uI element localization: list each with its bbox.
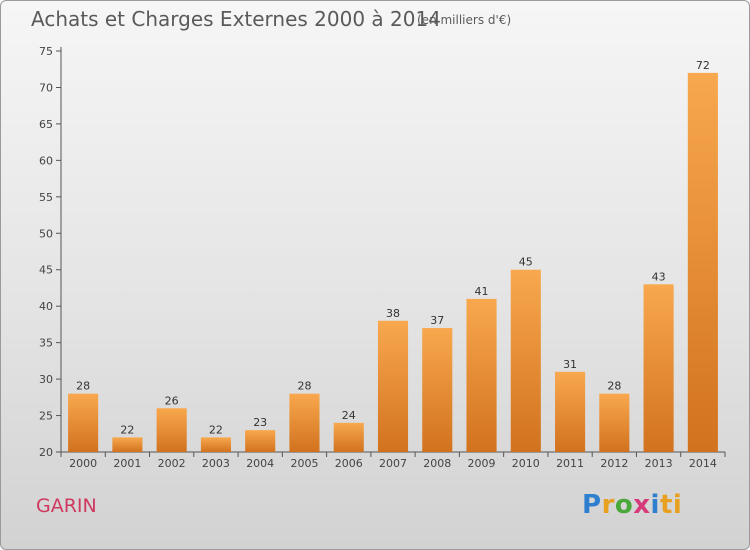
y-tick-label: 50 [39, 227, 53, 240]
logo-letter: x [633, 490, 651, 520]
bar-2004 [245, 430, 276, 452]
value-label-2006: 24 [342, 409, 356, 422]
bar-2007 [377, 320, 409, 452]
bar-2009 [466, 298, 497, 452]
commune-name: GARIN [36, 495, 97, 517]
bar-2011 [555, 371, 586, 452]
x-tick-label: 2004 [246, 457, 274, 470]
value-label-2000: 28 [76, 380, 90, 393]
value-label-2007: 38 [386, 307, 400, 320]
bar-2012 [599, 393, 630, 452]
bar-2000 [68, 393, 99, 452]
proxiti-logo: Proxiti [582, 490, 682, 520]
value-label-2004: 23 [253, 416, 267, 429]
x-tick-label: 2005 [290, 457, 318, 470]
x-tick-label: 2013 [645, 457, 673, 470]
y-tick-label: 20 [39, 446, 53, 459]
logo-letter: ti [659, 490, 683, 520]
bar-2008 [422, 328, 453, 452]
logo-letter: i [650, 490, 660, 520]
value-label-2008: 37 [430, 314, 444, 327]
chart-value-labels: 2000 28 2001 22 2002 26 2003 22 2004 23 2005 28 2006… [69, 59, 717, 470]
bar-2013 [643, 284, 674, 452]
x-tick-label: 2000 [69, 457, 97, 470]
y-tick-label: 25 [39, 410, 53, 423]
value-label-2002: 26 [165, 394, 179, 407]
value-label-2001: 22 [120, 423, 134, 436]
x-tick-label: 2002 [158, 457, 186, 470]
bar-2003 [200, 437, 231, 452]
logo-letter: P [582, 490, 602, 520]
x-tick-label: 2003 [202, 457, 230, 470]
bar-2010 [510, 269, 541, 452]
chart-bars [68, 72, 718, 452]
value-label-2005: 28 [297, 380, 311, 393]
bar-2005 [289, 393, 320, 452]
value-label-2013: 43 [652, 270, 666, 283]
y-tick-label: 70 [39, 81, 53, 94]
x-tick-label: 2010 [512, 457, 540, 470]
value-label-2011: 31 [563, 358, 577, 371]
x-tick-label: 2009 [468, 457, 496, 470]
y-tick-label: 30 [39, 373, 53, 386]
value-label-2009: 41 [475, 285, 489, 298]
y-tick-label: 40 [39, 300, 53, 313]
chart-axes: 20 25 30 35 40 45 50 55 60 65 70 75 [39, 45, 726, 459]
value-label-2012: 28 [607, 380, 621, 393]
value-label-2010: 45 [519, 256, 533, 269]
y-tick-label: 35 [39, 337, 53, 350]
x-tick-label: 2008 [423, 457, 451, 470]
value-label-2003: 22 [209, 423, 223, 436]
x-tick-label: 2014 [689, 457, 717, 470]
bar-2002 [156, 408, 187, 452]
logo-letter: o [614, 490, 634, 520]
logo-letter: r [601, 490, 615, 520]
x-tick-label: 2001 [113, 457, 141, 470]
y-tick-label: 75 [39, 45, 53, 58]
y-tick-label: 65 [39, 118, 53, 131]
bar-2006 [333, 422, 364, 452]
y-tick-label: 60 [39, 154, 53, 167]
chart-title: Achats et Charges Externes 2000 à 2014 [31, 7, 441, 31]
value-label-2014: 72 [696, 59, 710, 72]
x-tick-label: 2012 [600, 457, 628, 470]
x-tick-label: 2007 [379, 457, 407, 470]
y-tick-label: 55 [39, 191, 53, 204]
chart-subtitle: (en milliers d'€) [417, 13, 512, 27]
bar-2001 [112, 437, 143, 452]
x-tick-label: 2011 [556, 457, 584, 470]
y-tick-label: 45 [39, 264, 53, 277]
bar-2014 [687, 72, 718, 452]
x-tick-label: 2006 [335, 457, 363, 470]
